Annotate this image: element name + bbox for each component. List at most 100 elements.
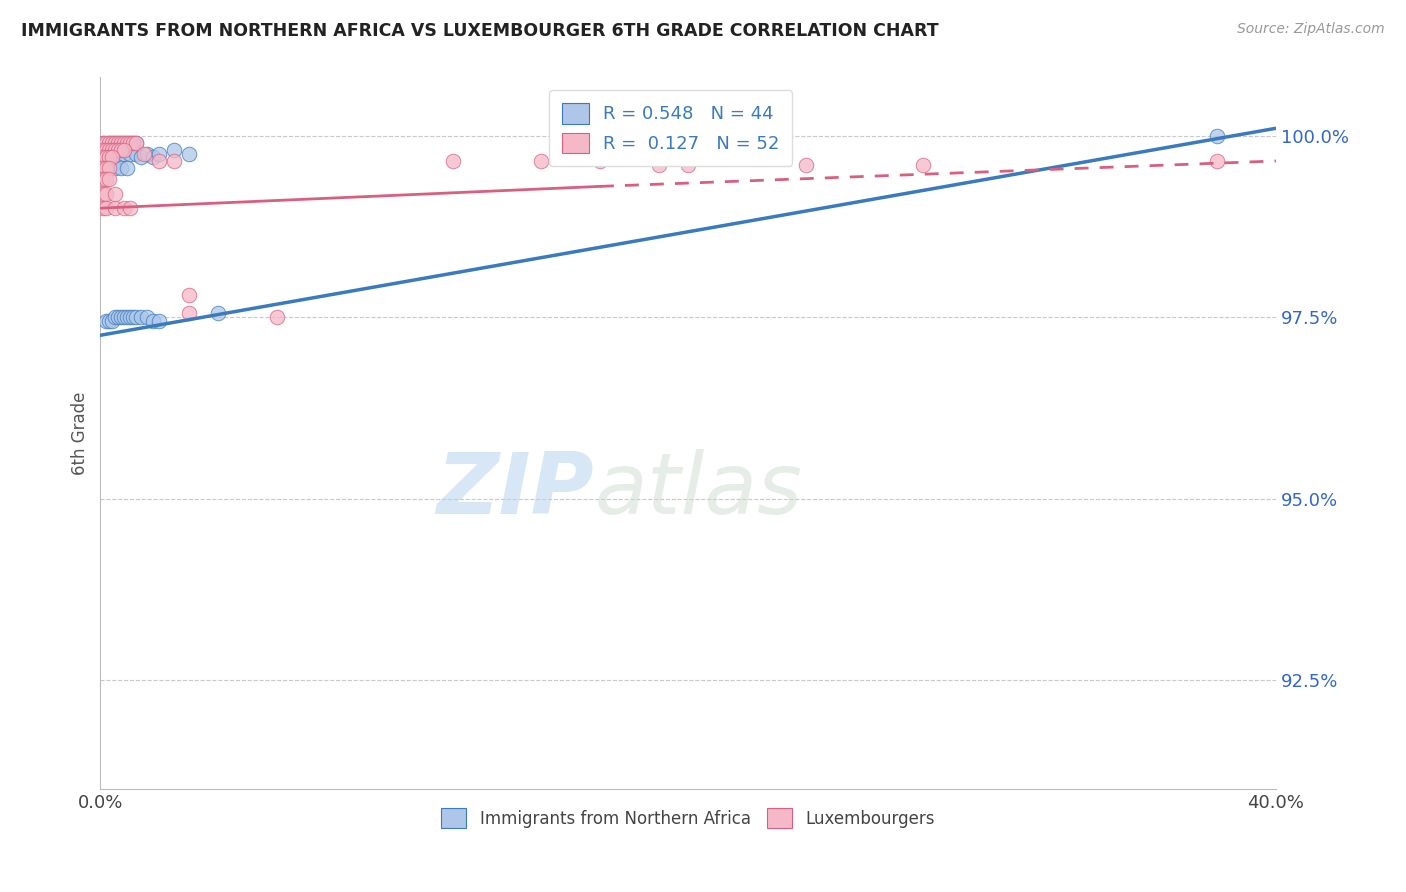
Point [91, 150, 114, 164]
Point [112, 136, 135, 150]
Point [96, 150, 118, 164]
Point [98, 143, 121, 157]
Point [112, 136, 135, 150]
Point [98, 172, 121, 186]
Point [142, 150, 165, 164]
Point [148, 146, 170, 161]
Point [101, 150, 124, 164]
Point [101, 136, 124, 150]
Point [530, 153, 553, 168]
Point [110, 136, 132, 150]
Point [96, 314, 118, 328]
Point [91, 161, 114, 176]
Point [912, 158, 935, 172]
Point [177, 288, 200, 302]
Point [104, 201, 127, 215]
Point [1206, 128, 1229, 143]
Point [124, 146, 146, 161]
Point [131, 150, 153, 164]
Point [98, 136, 121, 150]
Point [148, 314, 170, 328]
Point [91, 186, 114, 201]
Point [101, 314, 124, 328]
Point [104, 310, 127, 325]
Point [101, 136, 124, 150]
Point [115, 310, 138, 325]
Point [118, 136, 141, 150]
Text: ZIP: ZIP [436, 449, 595, 532]
Point [98, 150, 121, 164]
Point [177, 146, 200, 161]
Point [121, 310, 143, 325]
Point [163, 143, 186, 157]
Point [148, 153, 170, 168]
Point [110, 136, 132, 150]
Point [91, 172, 114, 186]
Point [124, 136, 146, 150]
Point [124, 310, 146, 325]
Point [104, 136, 127, 150]
Point [98, 314, 121, 328]
Point [101, 150, 124, 164]
Point [112, 201, 135, 215]
Point [112, 143, 135, 157]
Point [134, 146, 156, 161]
Point [124, 136, 146, 150]
Point [266, 310, 288, 325]
Point [115, 161, 138, 176]
Point [107, 136, 129, 150]
Point [136, 310, 159, 325]
Point [441, 153, 464, 168]
Point [1206, 153, 1229, 168]
Point [91, 201, 114, 215]
Point [96, 161, 118, 176]
Point [98, 161, 121, 176]
Point [101, 143, 124, 157]
Point [112, 146, 135, 161]
Point [107, 150, 129, 164]
Point [121, 136, 143, 150]
Point [648, 158, 671, 172]
Point [107, 310, 129, 325]
Point [115, 136, 138, 150]
Text: Source: ZipAtlas.com: Source: ZipAtlas.com [1237, 22, 1385, 37]
Point [118, 136, 141, 150]
Point [96, 143, 118, 157]
Point [96, 136, 118, 150]
Point [98, 136, 121, 150]
Point [676, 158, 699, 172]
Point [96, 172, 118, 186]
Text: IMMIGRANTS FROM NORTHERN AFRICA VS LUXEMBOURGER 6TH GRADE CORRELATION CHART: IMMIGRANTS FROM NORTHERN AFRICA VS LUXEM… [21, 22, 939, 40]
Point [118, 146, 141, 161]
Point [104, 186, 127, 201]
Point [115, 136, 138, 150]
Point [104, 143, 127, 157]
Point [118, 201, 141, 215]
Point [589, 153, 612, 168]
Point [131, 310, 153, 325]
Point [104, 161, 127, 176]
Point [118, 310, 141, 325]
Point [112, 310, 135, 325]
Point [107, 136, 129, 150]
Text: atlas: atlas [595, 449, 801, 532]
Point [107, 143, 129, 157]
Point [121, 136, 143, 150]
Point [142, 314, 165, 328]
Y-axis label: 6th Grade: 6th Grade [72, 392, 89, 475]
Point [163, 153, 186, 168]
Point [110, 310, 132, 325]
Point [91, 143, 114, 157]
Point [96, 150, 118, 164]
Point [96, 201, 118, 215]
Point [136, 146, 159, 161]
Point [110, 143, 132, 157]
Point [794, 158, 817, 172]
Point [91, 136, 114, 150]
Point [177, 306, 200, 320]
Legend: Immigrants from Northern Africa, Luxembourgers: Immigrants from Northern Africa, Luxembo… [434, 802, 942, 834]
Point [207, 306, 229, 320]
Point [91, 136, 114, 150]
Point [98, 161, 121, 176]
Point [96, 186, 118, 201]
